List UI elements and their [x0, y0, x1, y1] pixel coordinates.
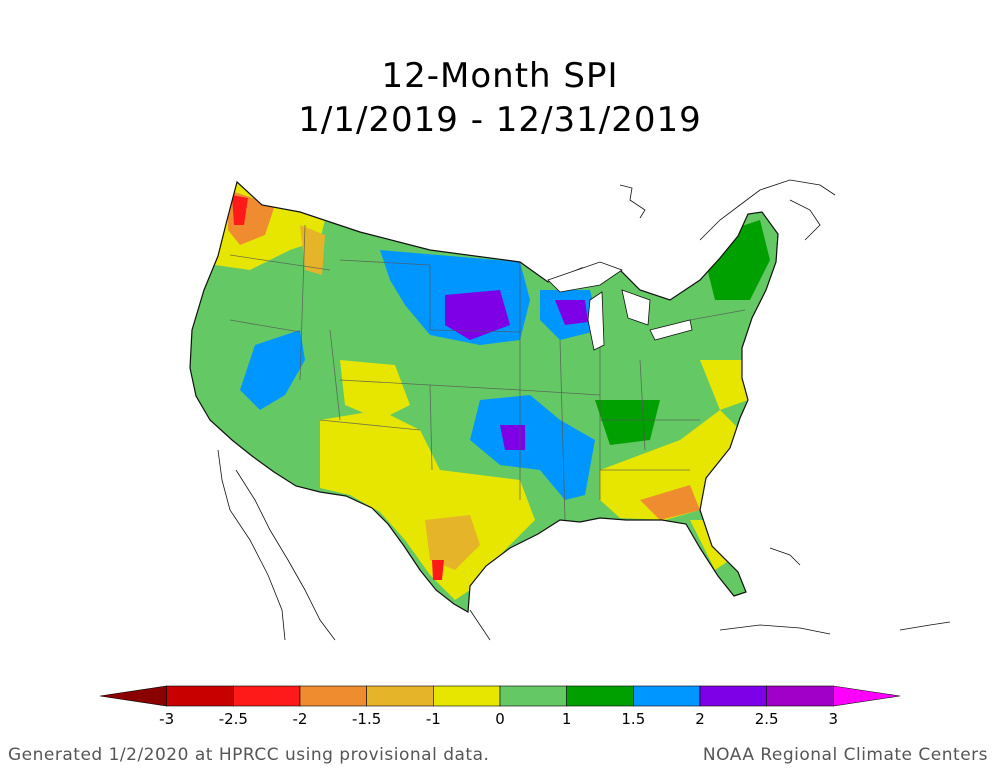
lake-erie [649, 319, 693, 341]
spi-region-dakotas-very-wet [445, 290, 510, 340]
spi-region-georgia-moderate [640, 485, 700, 520]
spi-region-colorado-dry [340, 360, 410, 420]
legend-bin [833, 685, 901, 707]
spi-region-olympic-red [232, 195, 248, 225]
legend-bin [166, 685, 234, 707]
legend-tick-labels: -3 -2.5 -2 -1.5 -1 0 1 1.5 2 2.5 3 [159, 710, 838, 728]
legend-bin [299, 685, 367, 707]
great-lakes [547, 261, 693, 351]
legend-tick-label: -2.5 [219, 710, 248, 728]
map-title: 12-Month SPI [381, 56, 619, 96]
legend-bin [366, 685, 434, 707]
lake-huron [621, 289, 651, 326]
legend-bin [633, 685, 701, 707]
legend-tick-label: -1.5 [352, 710, 381, 728]
spi-region-idaho-dry [300, 225, 325, 275]
legend-bin [233, 685, 301, 707]
spi-map [189, 179, 951, 641]
legend-bin [99, 685, 167, 707]
legend-bin [766, 685, 834, 707]
legend-tick-label: 2 [695, 710, 705, 728]
spi-region-southwest-dry [320, 410, 535, 600]
legend-tick-label: -1 [426, 710, 441, 728]
spi-legend: -3 -2.5 -2 -1.5 -1 0 1 1.5 2 2.5 3 [99, 685, 901, 728]
legend-tick-label: -2 [293, 710, 308, 728]
legend-color-bar [99, 685, 901, 707]
spi-region-kansas-very-wet [500, 425, 525, 450]
spi-region-mid-atlantic-dry [700, 360, 748, 410]
lake-superior [547, 261, 623, 293]
spi-region-texas-moderate [425, 515, 480, 570]
lake-michigan [587, 291, 605, 351]
legend-tick-label: 1 [562, 710, 572, 728]
credit-note: NOAA Regional Climate Centers [702, 745, 988, 765]
legend-tick-label: -3 [159, 710, 174, 728]
spi-region-great-basin-wet [240, 330, 305, 410]
spi-region-texas-red [432, 560, 444, 580]
legend-bin [499, 685, 567, 707]
state-boundaries [229, 224, 746, 521]
legend-tick-label: 1.5 [621, 710, 645, 728]
map-subtitle: 1/1/2019 - 12/31/2019 [298, 100, 702, 140]
legend-bin [699, 685, 767, 707]
legend-tick-label: 2.5 [755, 710, 779, 728]
generated-note: Generated 1/2/2020 at HPRCC using provis… [8, 745, 490, 765]
legend-bin [566, 685, 634, 707]
spi-region-wisconsin-very-wet [555, 300, 588, 325]
legend-tick-label: 3 [829, 710, 839, 728]
neighbor-coastlines [217, 179, 951, 641]
legend-tick-label: 0 [495, 710, 505, 728]
legend-bin [433, 685, 501, 707]
